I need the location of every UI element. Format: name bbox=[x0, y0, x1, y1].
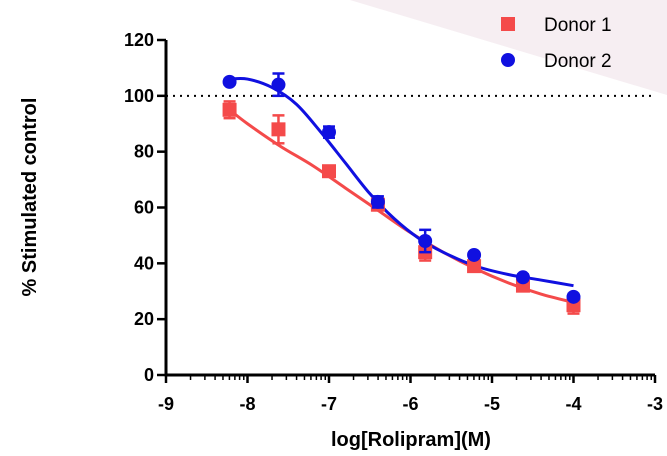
data-point-donor-2 bbox=[418, 234, 433, 248]
y-tick-label: 0 bbox=[144, 365, 154, 385]
y-tick-label: 100 bbox=[124, 86, 154, 106]
y-tick-label: 60 bbox=[134, 198, 154, 218]
data-point-donor-2 bbox=[271, 77, 286, 92]
y-tick-label: 40 bbox=[134, 253, 154, 273]
background-watermark bbox=[350, 0, 667, 95]
data-points bbox=[222, 72, 581, 315]
data-point-donor-2 bbox=[222, 74, 237, 89]
y-tick-label: 80 bbox=[134, 142, 154, 162]
x-tick-label: -3 bbox=[647, 394, 663, 414]
data-point-donor-1 bbox=[271, 122, 286, 137]
axes: -9 -8 -7 -6 -5 -4 -3 0 20 40 60 80 100 120 bbox=[124, 30, 663, 414]
x-tick-label: -5 bbox=[484, 394, 500, 414]
x-tick-label: -9 bbox=[158, 394, 174, 414]
data-point-donor-2 bbox=[370, 194, 385, 209]
y-tick-label: 20 bbox=[134, 309, 154, 329]
data-point-donor-2 bbox=[467, 247, 482, 262]
x-axis-title: log[Rolipram](M) bbox=[331, 429, 491, 451]
data-point-donor-2 bbox=[566, 289, 581, 304]
data-point-donor-2 bbox=[515, 270, 530, 285]
fit-curve-series-2 bbox=[229, 76, 574, 288]
legend-marker-donor-2 bbox=[501, 53, 515, 67]
x-tick-label: -4 bbox=[565, 394, 581, 414]
legend: Donor 1 Donor 2 bbox=[501, 15, 612, 72]
data-point-donor-1 bbox=[222, 102, 237, 117]
data-point-donor-2 bbox=[322, 125, 336, 140]
y-axis-title: % Stimulated control bbox=[19, 98, 41, 297]
legend-marker-donor-1 bbox=[501, 17, 515, 31]
data-point-donor-1 bbox=[467, 259, 482, 274]
y-tick-label: 120 bbox=[124, 30, 154, 50]
data-point-donor-1 bbox=[322, 164, 336, 179]
x-tick-label: -6 bbox=[402, 394, 418, 414]
legend-label-series-1: Donor 1 bbox=[544, 15, 612, 36]
fit-curves bbox=[228, 76, 574, 304]
x-tick-label: -8 bbox=[239, 394, 255, 414]
x-tick-label: -7 bbox=[321, 394, 337, 414]
legend-label-series-2: Donor 2 bbox=[544, 51, 612, 72]
